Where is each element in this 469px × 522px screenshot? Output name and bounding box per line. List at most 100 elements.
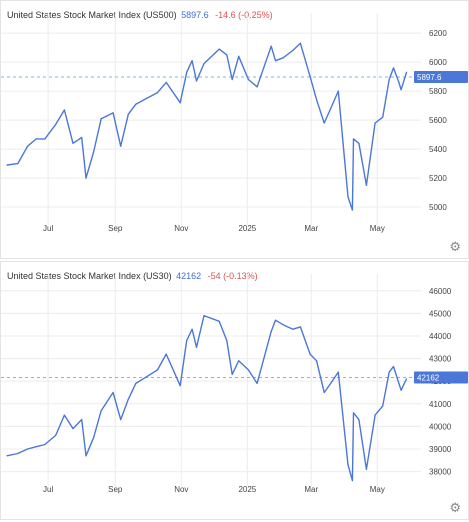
data-point — [120, 145, 122, 147]
data-point — [120, 418, 122, 421]
x-tick-label: Sep — [108, 224, 123, 233]
y-tick-label: 44000 — [429, 332, 452, 341]
data-point — [365, 184, 368, 186]
y-tick-label: 5800 — [429, 87, 447, 96]
line-chart-us30: 3800039000400004100042000430004400045000… — [1, 274, 468, 494]
x-tick-label: 2025 — [238, 485, 256, 494]
data-point — [165, 353, 167, 355]
data-point — [292, 49, 294, 52]
data-point — [374, 414, 376, 416]
data-point — [218, 320, 220, 322]
data-point — [282, 324, 284, 326]
data-point — [55, 434, 57, 437]
gear-icon[interactable]: ⚙ — [449, 500, 461, 515]
data-point — [309, 76, 311, 78]
data-point — [112, 112, 114, 114]
data-point — [146, 97, 148, 99]
y-tick-label: 5400 — [429, 145, 447, 154]
line-chart-us500: 5000 5200 5400 5600 5800 6000 6200 Jul Sep Nov 202… — [1, 13, 468, 233]
x-tick-label: Jul — [43, 224, 53, 233]
data-point — [400, 89, 402, 91]
data-point — [72, 142, 74, 144]
x-tick-label: Nov — [174, 224, 188, 233]
x-tick-label: May — [370, 224, 385, 233]
x-tick-label: Mar — [304, 224, 318, 233]
gear-icon[interactable]: ⚙ — [449, 239, 461, 254]
data-point — [238, 360, 240, 362]
y-tick-label: 40000 — [429, 422, 452, 431]
data-point — [226, 339, 228, 342]
chart-title-bar: United States Stock Market Index (US30) … — [7, 271, 258, 281]
data-point — [135, 103, 137, 105]
data-point — [93, 437, 95, 439]
data-point — [35, 446, 37, 448]
data-point — [17, 162, 19, 165]
data-point — [247, 369, 250, 371]
data-point — [179, 385, 181, 387]
data-point — [6, 455, 8, 457]
data-point — [392, 365, 395, 368]
data-point — [226, 54, 228, 56]
y-tick-label: 5200 — [429, 174, 447, 183]
y-tick-label: 45000 — [429, 309, 452, 318]
data-point — [156, 91, 159, 94]
data-point — [63, 109, 65, 111]
data-point — [392, 67, 395, 69]
data-point — [17, 452, 19, 455]
data-point — [63, 414, 65, 416]
data-point — [238, 55, 240, 57]
x-tick-label: Mar — [304, 485, 318, 494]
data-point — [256, 86, 258, 88]
data-point — [35, 138, 37, 140]
data-point — [72, 428, 74, 430]
y-tick-label: 39000 — [429, 445, 452, 454]
data-point — [195, 80, 198, 82]
data-point — [347, 464, 349, 466]
data-point — [337, 371, 339, 373]
y-tick-label: 38000 — [429, 468, 452, 477]
data-point — [299, 42, 302, 44]
price-value: 42162 — [176, 271, 202, 281]
chart-panel-us30: United States Stock Market Index (US30) … — [0, 261, 469, 520]
data-point — [247, 78, 250, 81]
data-point — [81, 136, 83, 139]
y-tick-label: 6000 — [429, 58, 447, 67]
data-point — [358, 418, 360, 421]
data-point — [316, 360, 318, 362]
price-change: -54 (-0.13%) — [207, 271, 258, 281]
data-point — [270, 330, 272, 333]
data-point — [330, 107, 332, 110]
data-point — [352, 412, 355, 414]
data-point — [146, 376, 148, 378]
data-point — [351, 480, 353, 482]
current-value-badge — [414, 371, 468, 384]
data-point — [292, 328, 294, 330]
data-point — [316, 99, 318, 101]
data-point — [156, 369, 159, 371]
data-point — [282, 57, 284, 59]
data-point — [55, 123, 57, 126]
price-value: 5897.6 — [181, 10, 209, 20]
data-point — [352, 138, 355, 140]
data-point — [203, 62, 205, 65]
data-point — [231, 373, 233, 375]
data-point — [299, 326, 302, 328]
data-point — [26, 145, 29, 147]
data-point — [351, 209, 353, 211]
series-line — [6, 314, 408, 482]
data-point — [191, 60, 193, 62]
data-point — [127, 113, 129, 115]
current-value-label: 42162 — [417, 374, 440, 383]
data-point — [195, 346, 198, 348]
series-line — [6, 42, 408, 211]
y-tick-label: 5000 — [429, 203, 447, 212]
data-point — [93, 151, 95, 153]
data-point — [358, 142, 360, 144]
x-tick-label: Sep — [108, 485, 123, 494]
chart-panel-us500: United States Stock Market Index (US500)… — [0, 0, 469, 259]
data-point — [309, 353, 311, 355]
data-point — [274, 60, 277, 62]
data-point — [186, 71, 188, 73]
chart-title-bar: United States Stock Market Index (US500)… — [7, 10, 273, 20]
data-point — [85, 455, 87, 457]
